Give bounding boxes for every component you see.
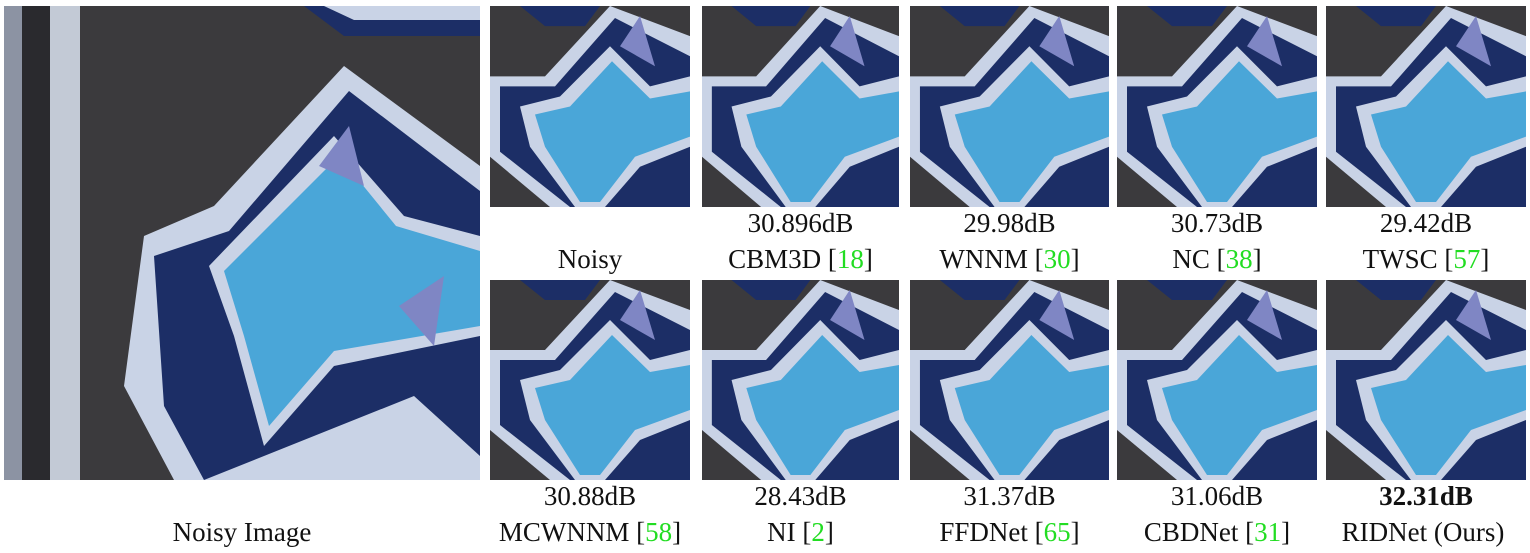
panel-cbm3d <box>702 6 899 207</box>
citation-link[interactable]: 38 <box>1225 244 1253 274</box>
score-mcwnnm: 30.88dB <box>543 481 637 511</box>
star-crop-graphic <box>702 6 899 207</box>
label-cbm3d: CBM3D [18] <box>728 244 873 274</box>
star-crop-graphic <box>910 6 1109 207</box>
label-cbdnet: CBDNet [31] <box>1143 517 1291 547</box>
star-crop-graphic <box>490 280 690 480</box>
label-wnnm: WNNM [30] <box>939 244 1080 274</box>
star-crop-graphic <box>910 280 1109 480</box>
citation-link[interactable]: 57 <box>1453 244 1481 274</box>
method-name: CBDNet <box>1143 517 1239 547</box>
label-nc: NC [38] <box>1172 244 1262 274</box>
method-name: TWSC <box>1362 244 1438 274</box>
label-noisy: Noisy <box>490 242 690 276</box>
citation-link[interactable]: 65 <box>1043 517 1071 547</box>
citation-link[interactable]: 58 <box>645 517 673 547</box>
label-mcwnnm: MCWNNM [58] <box>498 517 682 547</box>
method-name: WNNM <box>939 244 1028 274</box>
panel-ffdnet <box>910 280 1109 480</box>
noisy-image-graphic <box>4 6 480 480</box>
score-ffdnet: 31.37dB <box>963 481 1056 511</box>
label-twsc: TWSC [57] <box>1362 244 1490 274</box>
noisy-image-large <box>4 6 480 480</box>
star-crop-graphic <box>1117 6 1317 207</box>
method-name: NI <box>767 517 796 547</box>
score-cbdnet: 31.06dB <box>1170 481 1264 511</box>
method-name: NC <box>1172 244 1210 274</box>
star-crop-graphic <box>1326 280 1526 480</box>
citation-link[interactable]: 31 <box>1254 517 1282 547</box>
score-twsc: 29.42dB <box>1379 208 1473 238</box>
score-wnnm: 29.98dB <box>963 208 1056 238</box>
panel-noisy <box>490 6 690 207</box>
panel-nc <box>1117 6 1317 207</box>
panel-ridnet <box>1326 280 1526 480</box>
label-ridnet: RIDNet (Ours) <box>1316 515 1530 549</box>
star-crop-graphic <box>490 6 690 207</box>
method-name: FFDNet <box>939 517 1028 547</box>
main-caption: Noisy Image <box>172 517 312 547</box>
score-nc: 30.73dB <box>1170 208 1264 238</box>
label-ffdnet: FFDNet [65] <box>939 517 1080 547</box>
panel-wnnm <box>910 6 1109 207</box>
star-crop-graphic <box>702 280 899 480</box>
label-ni: NI [2] <box>767 517 834 547</box>
score-ridnet-best: 32.31dB <box>1379 481 1473 511</box>
citation-link[interactable]: 30 <box>1043 244 1071 274</box>
method-name: CBM3D <box>728 244 822 274</box>
method-name: MCWNNM <box>498 517 630 547</box>
star-crop-graphic <box>1326 6 1526 207</box>
panel-twsc <box>1326 6 1526 207</box>
citation-link[interactable]: 18 <box>836 244 864 274</box>
method-name: RIDNet (Ours) <box>1341 517 1505 547</box>
panel-cbdnet <box>1117 280 1317 480</box>
star-crop-graphic <box>1117 280 1317 480</box>
panel-mcwnnm <box>490 280 690 480</box>
method-name: Noisy <box>557 244 623 274</box>
score-cbm3d: 30.896dB <box>747 208 854 238</box>
citation-link[interactable]: 2 <box>811 517 825 547</box>
panel-ni <box>702 280 899 480</box>
score-ni: 28.43dB <box>754 481 847 511</box>
